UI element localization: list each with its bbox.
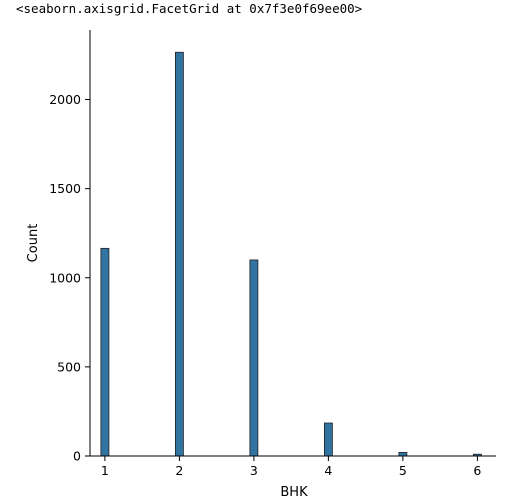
- x-axis-label: BHK: [280, 485, 308, 500]
- ticks-group: 1 2 3 4 5 6 0 500 1000 1500 2000: [49, 92, 481, 478]
- x-tick-label: 1: [101, 463, 109, 478]
- x-tick-label: 2: [175, 463, 183, 478]
- bar-bhk-5: [398, 452, 408, 457]
- x-tick-label: 3: [250, 463, 258, 478]
- y-tick-label: 500: [57, 359, 81, 374]
- x-tick-label: 6: [473, 463, 481, 478]
- y-axis-label: Count: [26, 224, 41, 263]
- axes-group: [89, 30, 496, 457]
- y-tick-label: 1500: [49, 181, 81, 196]
- x-tick-label: 5: [399, 463, 407, 478]
- cell-output-text: <seaborn.axisgrid.FacetGrid at 0x7f3e0f6…: [16, 1, 363, 16]
- bar-bhk-1: [100, 247, 110, 457]
- bars-group: [100, 51, 482, 457]
- bar-bhk-3: [249, 259, 259, 457]
- bar-bhk-4: [323, 422, 333, 457]
- y-tick-label: 1000: [49, 270, 81, 285]
- y-tick-label: 2000: [49, 92, 81, 107]
- y-tick-label: 0: [73, 449, 81, 464]
- x-tick-label: 4: [324, 463, 332, 478]
- bar-bhk-2: [174, 51, 184, 457]
